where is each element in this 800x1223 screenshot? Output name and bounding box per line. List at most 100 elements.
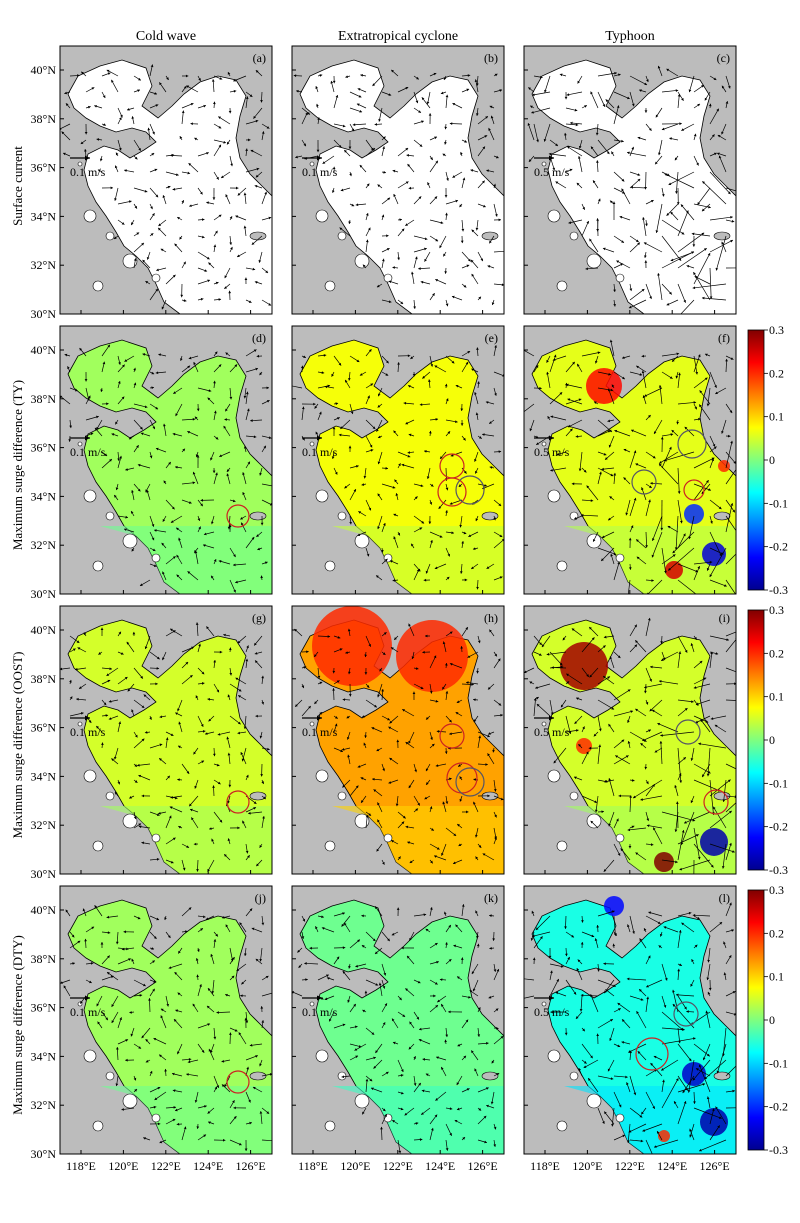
current-arrow: [597, 715, 602, 732]
current-arrowhead: [586, 751, 589, 755]
current-arrowhead: [450, 453, 454, 457]
current-arrowhead: [194, 137, 198, 141]
current-arrowhead: [610, 1019, 613, 1022]
current-arrow: [693, 1043, 710, 1057]
colorbar-tick-label: 0.3: [769, 603, 784, 617]
current-arrowhead: [488, 995, 492, 999]
island: [541, 1001, 547, 1007]
current-arrowhead: [598, 728, 602, 732]
current-arrow: [693, 252, 711, 285]
current-arrowhead: [243, 953, 247, 956]
current-arrow: [613, 710, 634, 717]
current-arrowhead: [589, 238, 592, 242]
current-arrowhead: [422, 650, 425, 654]
current-arrowhead: [495, 1008, 499, 1012]
current-arrow: [546, 371, 551, 389]
current-arrowhead: [690, 643, 694, 646]
island: [547, 769, 561, 783]
current-arrowhead: [296, 89, 299, 93]
current-arrowhead: [675, 993, 679, 997]
highlight-circle: [677, 429, 707, 459]
current-arrowhead: [383, 170, 386, 174]
current-arrowhead: [151, 153, 155, 156]
current-arrowhead: [743, 699, 745, 702]
current-arrowhead: [140, 675, 143, 679]
current-arrowhead: [652, 784, 655, 787]
current-arrowhead: [467, 655, 471, 658]
current-arrow: [709, 239, 734, 253]
current-arrowhead: [429, 806, 433, 810]
current-arrowhead: [706, 977, 710, 981]
current-arrowhead: [654, 749, 658, 753]
current-arrowhead: [400, 1069, 404, 1072]
current-arrowhead: [704, 353, 708, 357]
current-arrowhead: [683, 299, 686, 303]
current-arrowhead: [136, 232, 140, 236]
current-arrowhead: [197, 518, 201, 521]
current-arrowhead: [341, 923, 345, 927]
island: [151, 833, 161, 843]
current-arrowhead: [297, 949, 301, 953]
island: [151, 1113, 161, 1123]
island: [315, 489, 329, 503]
current-arrowhead: [268, 216, 272, 220]
current-arrowhead: [478, 735, 482, 739]
current-arrowhead: [575, 1016, 579, 1019]
current-arrowhead: [400, 301, 404, 304]
current-arrowhead: [139, 994, 143, 997]
current-arrowhead: [398, 856, 401, 860]
island: [713, 231, 731, 241]
y-tick-label: 36°N: [31, 161, 57, 175]
current-arrowhead: [264, 191, 267, 195]
current-arrow: [536, 703, 551, 717]
current-arrowhead: [582, 726, 585, 730]
current-arrowhead: [402, 1014, 406, 1017]
current-arrowhead: [374, 122, 378, 126]
current-arrowhead: [244, 1017, 248, 1021]
current-arrowhead: [326, 974, 329, 978]
current-arrowhead: [60, 981, 63, 984]
current-arrowhead: [119, 117, 122, 120]
current-arrowhead: [371, 1087, 374, 1091]
current-arrow: [644, 387, 663, 397]
current-arrowhead: [228, 524, 232, 528]
current-arrowhead: [458, 843, 462, 847]
current-arrow: [679, 859, 711, 871]
current-arrowhead: [361, 945, 365, 948]
current-arrowhead: [115, 1083, 119, 1087]
current-arrowhead: [620, 848, 624, 852]
current-arrowhead: [125, 468, 128, 471]
island: [92, 840, 104, 852]
current-arrowhead: [138, 1046, 142, 1049]
current-arrow: [616, 260, 631, 269]
current-arrowhead: [98, 652, 102, 655]
current-arrowhead: [401, 946, 404, 950]
current-arrow: [565, 979, 577, 995]
current-arrowhead: [397, 532, 401, 536]
current-arrowhead: [84, 149, 87, 152]
current-arrowhead: [586, 485, 590, 489]
current-arrow: [658, 451, 679, 464]
row-label-surface-current: Surface current: [10, 146, 25, 226]
current-arrowhead: [449, 732, 452, 736]
current-arrowhead: [106, 673, 110, 676]
current-arrowhead: [575, 123, 579, 127]
current-arrowhead: [383, 972, 387, 976]
island: [151, 273, 161, 283]
current-arrow: [702, 1043, 711, 1061]
current-arrowhead: [245, 96, 249, 99]
current-arrowhead: [459, 776, 463, 780]
current-arrowhead: [251, 927, 255, 931]
current-arrowhead: [218, 560, 222, 563]
current-arrow: [652, 515, 663, 542]
current-arrowhead: [216, 176, 219, 180]
current-arrowhead: [476, 943, 480, 947]
current-arrowhead: [621, 1041, 625, 1044]
current-arrowhead: [470, 169, 474, 172]
current-arrowhead: [189, 204, 192, 208]
current-arrowhead: [391, 840, 394, 843]
current-arrowhead: [580, 993, 584, 997]
current-arrowhead: [426, 101, 430, 105]
current-arrowhead: [389, 720, 393, 724]
current-arrowhead: [471, 1050, 474, 1054]
